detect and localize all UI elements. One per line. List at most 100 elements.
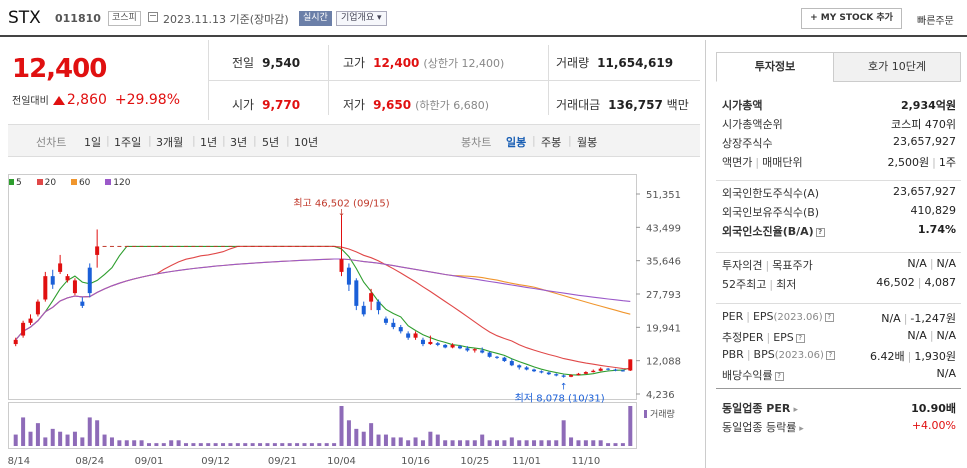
info-label-text: 동일업종 PER (722, 402, 791, 415)
candle-daily[interactable]: 일봉 (506, 136, 527, 149)
info-label-period: (2023.06) (774, 350, 824, 361)
volume-bar (391, 437, 396, 446)
legend-label: 120 (113, 178, 131, 188)
change-value: 2,860 (66, 92, 107, 108)
info-value-text: 23,657,927 (893, 185, 956, 198)
info-label-text: 시가총액 (722, 99, 763, 112)
help-icon[interactable]: ? (824, 313, 834, 322)
stat-value: 136,757 (608, 98, 663, 112)
volume-bar (132, 440, 137, 446)
period-1d[interactable]: 1일 (84, 136, 102, 149)
volume-bar (502, 440, 507, 446)
separator: | (903, 312, 908, 325)
info-value: N/A | N/A (907, 329, 956, 342)
info-value-text: 2,934억원 (900, 99, 956, 112)
line-chart-label: 선차트 (36, 136, 67, 149)
base-date: 2023.11.13 기준(장마감) (163, 13, 289, 26)
period-5y[interactable]: 5년 (262, 136, 280, 149)
volume-bar (517, 440, 522, 446)
info-row: 외국인한도주식수(A) 23,657,927 (722, 185, 956, 203)
separator: | (766, 331, 771, 344)
stat-value: 11,654,619 (597, 56, 674, 70)
divider (716, 180, 961, 181)
info-value-text: 410,829 (910, 204, 957, 217)
volume-bar (28, 431, 33, 446)
legend-label: 20 (44, 178, 57, 188)
info-label-text: 외국인한도주식수(A) (722, 187, 820, 200)
info-row: 액면가 | 매매단위 2,500원 | 1주 (722, 154, 956, 172)
realtime-button[interactable]: 실시간 (299, 11, 332, 26)
volume-bar (361, 431, 366, 446)
candle-weekly[interactable]: 주봉 (541, 136, 562, 149)
info-label: 동일업종 PER ▸ (722, 400, 798, 416)
volume-bar (154, 443, 159, 446)
volume-bar (428, 431, 433, 446)
current-price: 12,400 (12, 54, 107, 84)
volume-bar (235, 443, 240, 446)
info-label-text: 시가총액순위 (722, 118, 783, 131)
info-label-text: 최저 (776, 278, 797, 291)
calendar-icon (148, 12, 158, 22)
candle-body (502, 357, 507, 362)
stat-label: 고가 (343, 56, 366, 70)
legend-label: 60 (78, 178, 91, 188)
info-row: 배당수익률? N/A (722, 367, 956, 385)
period-3y[interactable]: 3년 (230, 136, 248, 149)
candle-monthly[interactable]: 월봉 (577, 136, 598, 149)
separator: | (929, 257, 934, 270)
stat-label: 전일 (232, 56, 255, 70)
tab-order-book[interactable]: 호가 10단계 (833, 52, 961, 82)
volume-bar (21, 417, 26, 446)
chevron-right-icon[interactable]: ▸ (796, 424, 804, 434)
candle-body (546, 372, 551, 375)
divider (208, 80, 700, 81)
corp-info-label: 기업개요 (341, 13, 375, 23)
quick-order-link[interactable]: 빠른주문 (917, 16, 954, 27)
chevron-right-icon[interactable]: ▸ (790, 405, 799, 415)
info-value-text: N/A (907, 257, 927, 270)
volume-bar (198, 443, 203, 446)
volume-bar (65, 434, 70, 446)
volume-bar (598, 440, 603, 446)
volume-bar (176, 440, 181, 446)
volume-bar (35, 423, 40, 446)
info-label: PBR | BPS(2023.06)? (722, 348, 835, 361)
info-value-text: 1.74% (917, 223, 956, 236)
period-3m[interactable]: 3개월 (156, 136, 184, 149)
help-icon[interactable]: ? (774, 372, 784, 381)
info-value: 2,500원 | 1주 (888, 154, 956, 170)
candle-body (391, 322, 396, 328)
info-value-text: 10.90배 (911, 402, 956, 415)
info-label-text: BPS (753, 348, 775, 361)
candle-body (361, 305, 366, 315)
ma120-line (15, 258, 631, 341)
x-tick-label: 10/16 (401, 456, 430, 467)
stat-unit: 백만 (666, 98, 689, 112)
help-icon[interactable]: ? (795, 334, 805, 343)
separator: | (769, 278, 774, 291)
volume-bar (346, 420, 351, 446)
stat-amount: 거래대금 136,757 백만 (556, 96, 689, 113)
help-icon[interactable]: ? (815, 228, 825, 237)
candle-body (87, 267, 92, 294)
volume-bar (376, 434, 381, 446)
volume-bar (561, 420, 566, 446)
help-icon[interactable]: ? (825, 351, 835, 360)
divider (716, 252, 961, 253)
separator: | (192, 134, 196, 147)
info-value-text: 23,657,927 (893, 135, 956, 148)
info-label-text: EPS (752, 310, 774, 323)
period-1w[interactable]: 1주일 (114, 136, 142, 149)
info-label-text: PBR (722, 348, 744, 361)
corp-info-dropdown[interactable]: 기업개요 ▾ (336, 11, 387, 26)
candle-body (443, 344, 448, 348)
tab-invest-info[interactable]: 투자정보 (716, 52, 834, 82)
my-stock-label: MY STOCK 추가 (820, 13, 893, 23)
volume-bar (628, 406, 633, 446)
my-stock-add-button[interactable]: + MY STOCK 추가 (801, 8, 902, 29)
price-chart[interactable]: 51,351 43,499 35,646 27,793 19,941 12,088 4,23… (8, 174, 700, 468)
period-10y[interactable]: 10년 (294, 136, 319, 149)
legend-ma20: 20 (36, 178, 62, 188)
candle-body (435, 343, 440, 345)
period-1y[interactable]: 1년 (200, 136, 218, 149)
